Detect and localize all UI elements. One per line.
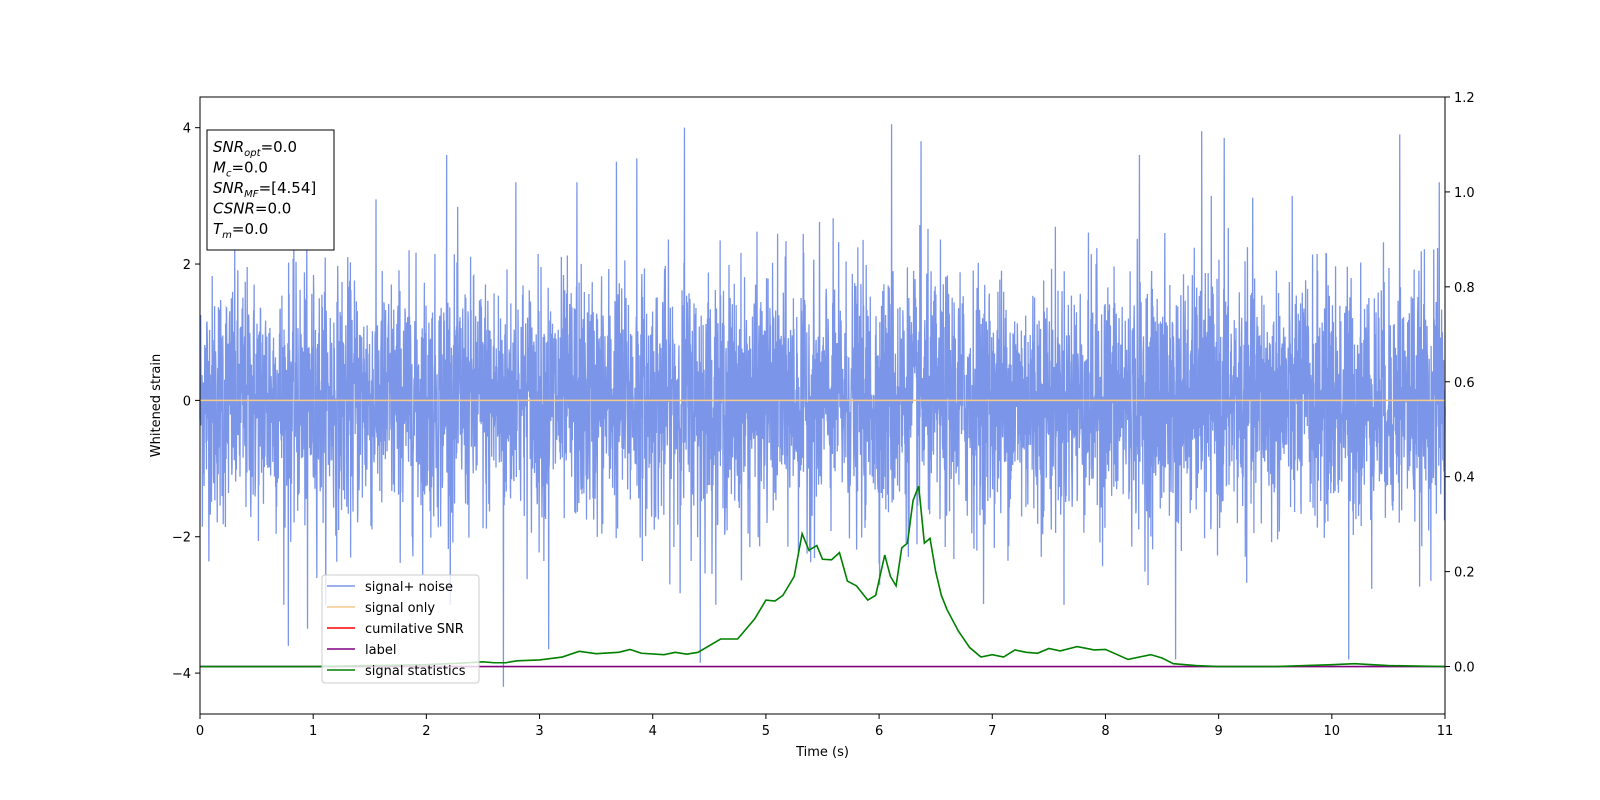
x-tick-label: 4	[649, 724, 657, 739]
legend-label: signal+ noise	[365, 580, 453, 595]
info-box: SNRopt=0.0Mc=0.0SNRMF=[4.54]CSNR=0.0Tm=0…	[206, 129, 335, 251]
y2-tick-label: 0.4	[1454, 471, 1475, 486]
info-line-value: =0.0	[255, 200, 291, 218]
info-line-value: =0.0	[261, 138, 297, 156]
info-line-symbol: CSNR	[213, 200, 255, 218]
info-line-symbol: SNR	[213, 179, 244, 197]
y-tick-label: −2	[172, 531, 191, 546]
y2-tick-label: 0.0	[1454, 661, 1475, 676]
x-tick-label: 5	[762, 724, 770, 739]
info-line-subscript: opt	[244, 148, 261, 159]
info-line: Mc=0.0	[213, 159, 268, 180]
info-line-subscript: m	[222, 230, 232, 241]
info-line: SNRMF=[4.54]	[213, 179, 316, 200]
y2-tick-label: 0.8	[1454, 281, 1475, 296]
x-tick-label: 6	[875, 724, 883, 739]
x-axis-label: Time (s)	[795, 745, 849, 760]
y-axis-left: −4 −2 0 2 4	[172, 122, 200, 682]
signal-statistics-series	[200, 485, 1446, 668]
y-tick-label: 2	[183, 258, 191, 273]
x-tick-label: 7	[988, 724, 996, 739]
y-tick-label: 4	[183, 122, 191, 137]
y2-tick-label: 1.0	[1454, 186, 1475, 201]
x-tick-label: 1	[309, 724, 317, 739]
info-box-frame	[206, 129, 335, 251]
x-tick-label: 11	[1437, 724, 1454, 739]
x-tick-label: 8	[1101, 724, 1109, 739]
info-line-value: =0.0	[231, 159, 267, 177]
y2-tick-label: 0.2	[1454, 566, 1475, 581]
x-tick-label: 9	[1214, 724, 1222, 739]
info-line: Tm=0.0	[213, 220, 268, 241]
x-tick-label: 3	[535, 724, 543, 739]
info-line: SNRopt=0.0	[213, 138, 297, 159]
info-line-symbol: T	[213, 220, 224, 238]
legend-label: cumilative SNR	[365, 622, 464, 637]
info-line: CSNR=0.0	[213, 200, 291, 218]
info-line-value: =0.0	[232, 220, 268, 238]
x-tick-label: 2	[422, 724, 430, 739]
y-axis-label: Whitened strain	[149, 354, 164, 457]
legend-label: label	[365, 643, 396, 658]
legend-label: signal only	[365, 601, 435, 616]
y2-tick-label: 0.6	[1454, 376, 1475, 391]
legend-label: signal statistics	[365, 664, 466, 679]
y-axis-right: 0.0 0.2 0.4 0.6 0.8 1.0 1.2	[1445, 91, 1475, 676]
info-line-subscript: c	[226, 169, 232, 180]
legend-frame	[321, 574, 480, 684]
signal-plus-noise-series	[199, 124, 1446, 687]
plot-frame	[199, 96, 1446, 715]
y-tick-label: −4	[172, 667, 191, 682]
info-line-symbol: M	[213, 159, 226, 177]
legend: signal+ noise signal only cumilative SNR la…	[321, 574, 480, 684]
info-line-value: =[4.54]	[259, 179, 317, 197]
x-tick-label: 0	[196, 724, 204, 739]
info-line-symbol: SNR	[213, 138, 244, 156]
x-tick-label: 10	[1324, 724, 1341, 739]
info-line-subscript: MF	[244, 189, 259, 200]
signal-plus-noise-line	[199, 124, 1446, 687]
x-axis: 0 1 2 3 4 5 6 7 8 9 10 11	[196, 714, 1453, 739]
y-tick-label: 0	[183, 394, 191, 409]
y2-tick-label: 1.2	[1454, 91, 1475, 106]
